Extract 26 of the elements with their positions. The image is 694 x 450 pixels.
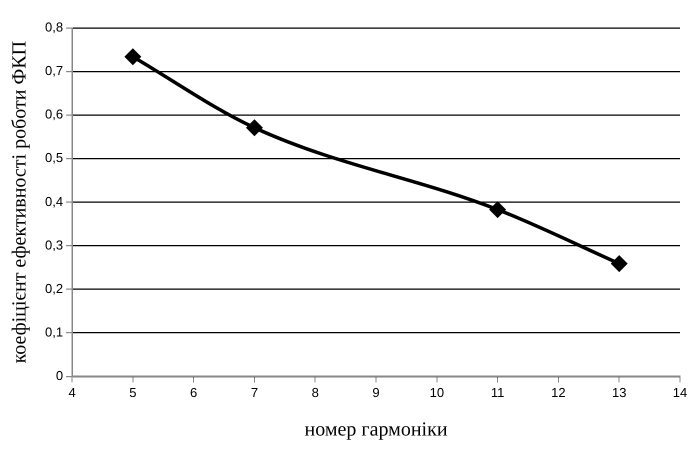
y-tick-label: 0 (56, 368, 64, 383)
x-tick-label: 6 (190, 384, 198, 400)
x-tick-label: 10 (430, 384, 444, 400)
x-tick-label: 14 (672, 384, 688, 400)
y-tick-label: 0,8 (44, 20, 64, 35)
x-axis-title: номер гармоніки (304, 418, 448, 440)
point (611, 256, 627, 272)
point (125, 48, 141, 64)
y-tick-label: 0,5 (44, 150, 64, 166)
y-tick-label: 0,7 (44, 63, 64, 78)
y-tick-label: 0,1 (44, 324, 64, 340)
x-tick-label: 7 (250, 384, 258, 400)
x-tick-label: 13 (612, 384, 626, 400)
x-tick-label: 9 (372, 384, 380, 400)
point (246, 120, 262, 136)
y-tick-label: 0,4 (44, 194, 64, 209)
x-tick-label: 8 (312, 384, 319, 400)
y-axis-title: коефіцієнт ефективності роботи ФКП (8, 40, 30, 364)
y-tick-label: 0,6 (44, 106, 64, 122)
point (490, 202, 506, 218)
x-tick-label: 11 (490, 384, 504, 400)
y-tick-label: 0,3 (44, 237, 64, 252)
x-tick-label: 4 (68, 384, 76, 400)
x-tick-label: 12 (551, 384, 566, 400)
x-tick-label: 5 (129, 384, 136, 400)
y-tick-label: 0,2 (44, 280, 64, 296)
